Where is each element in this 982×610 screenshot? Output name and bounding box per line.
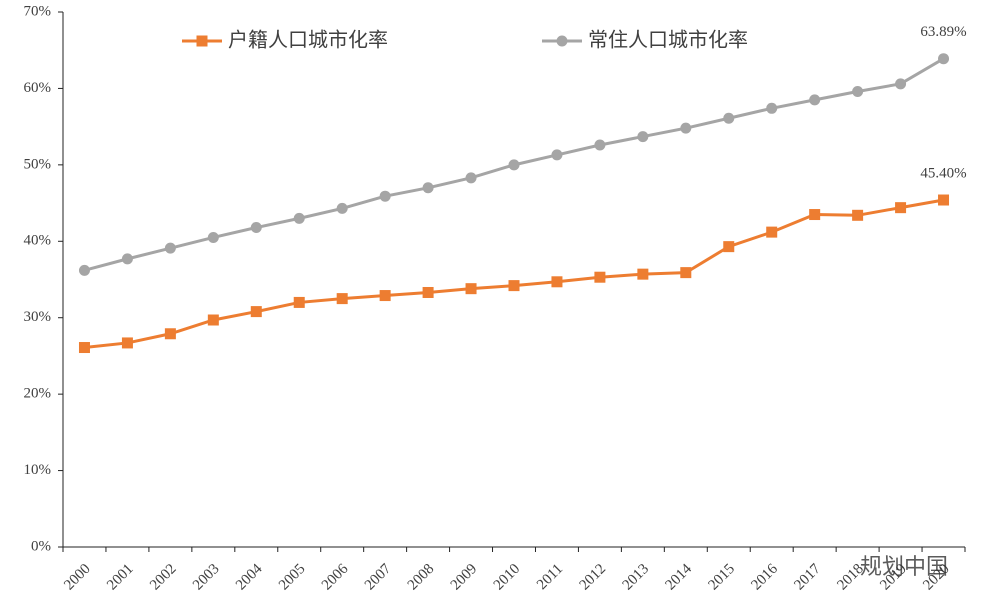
x-tick-label: 2017 <box>791 561 824 594</box>
marker <box>938 53 950 65</box>
marker <box>852 85 864 97</box>
x-tick-label: 2016 <box>748 561 781 594</box>
marker <box>551 149 563 161</box>
marker <box>121 253 133 265</box>
y-tick-label: 10% <box>24 462 52 478</box>
marker <box>680 267 692 279</box>
marker <box>379 290 391 302</box>
x-tick-label: 2006 <box>319 561 352 594</box>
marker <box>336 202 348 214</box>
marker <box>723 112 735 124</box>
marker <box>809 94 821 106</box>
marker <box>379 190 391 202</box>
x-tick-label: 2010 <box>491 561 524 594</box>
x-tick-label: 2015 <box>705 561 738 594</box>
marker <box>508 280 520 292</box>
marker <box>938 194 950 206</box>
marker <box>594 271 606 283</box>
x-tick-label: 2004 <box>233 561 266 594</box>
y-tick-label: 30% <box>24 309 52 325</box>
value-label: 45.40% <box>920 165 966 181</box>
value-label: 63.89% <box>920 24 966 40</box>
legend-label: 户籍人口城市化率 <box>228 28 388 52</box>
marker <box>250 222 262 234</box>
y-tick-label: 60% <box>24 80 52 96</box>
marker <box>293 296 305 308</box>
marker <box>465 172 477 184</box>
marker <box>637 131 649 143</box>
x-tick-label: 2011 <box>534 561 566 593</box>
marker <box>723 241 735 253</box>
y-tick-label: 40% <box>24 233 52 249</box>
marker <box>121 337 133 349</box>
marker <box>766 226 778 238</box>
marker <box>508 159 520 171</box>
legend-marker <box>556 35 568 47</box>
x-tick-label: 2003 <box>190 561 223 594</box>
legend-label: 常住人口城市化率 <box>588 28 748 52</box>
marker <box>250 306 262 318</box>
marker <box>164 328 176 340</box>
marker <box>594 139 606 151</box>
marker <box>895 78 907 90</box>
marker <box>680 122 692 134</box>
marker <box>895 202 907 214</box>
x-tick-label: 2009 <box>448 561 481 594</box>
marker <box>766 102 778 114</box>
marker <box>852 209 864 221</box>
x-tick-label: 2007 <box>362 561 395 594</box>
y-tick-label: 50% <box>24 156 52 172</box>
marker <box>207 231 219 243</box>
x-tick-label: 2014 <box>663 561 696 594</box>
marker <box>78 342 90 354</box>
x-tick-label: 2005 <box>276 561 309 594</box>
marker <box>164 242 176 254</box>
y-tick-label: 20% <box>24 386 52 402</box>
marker <box>422 182 434 194</box>
x-tick-label: 2013 <box>620 561 653 594</box>
x-tick-label: 2000 <box>61 561 94 594</box>
marker <box>465 283 477 295</box>
marker <box>809 209 821 221</box>
y-tick-label: 0% <box>31 538 51 554</box>
legend-marker <box>196 35 208 47</box>
x-tick-label: 2008 <box>405 561 438 594</box>
marker <box>637 268 649 280</box>
marker <box>422 286 434 298</box>
x-tick-label: 2001 <box>104 561 137 594</box>
marker <box>78 264 90 276</box>
marker <box>293 212 305 224</box>
marker <box>551 276 563 288</box>
x-tick-label: 2002 <box>147 561 180 594</box>
y-tick-label: 70% <box>24 3 52 19</box>
marker <box>207 314 219 326</box>
watermark: 规划中国 <box>860 555 948 580</box>
marker <box>336 293 348 305</box>
x-tick-label: 2012 <box>577 561 610 594</box>
